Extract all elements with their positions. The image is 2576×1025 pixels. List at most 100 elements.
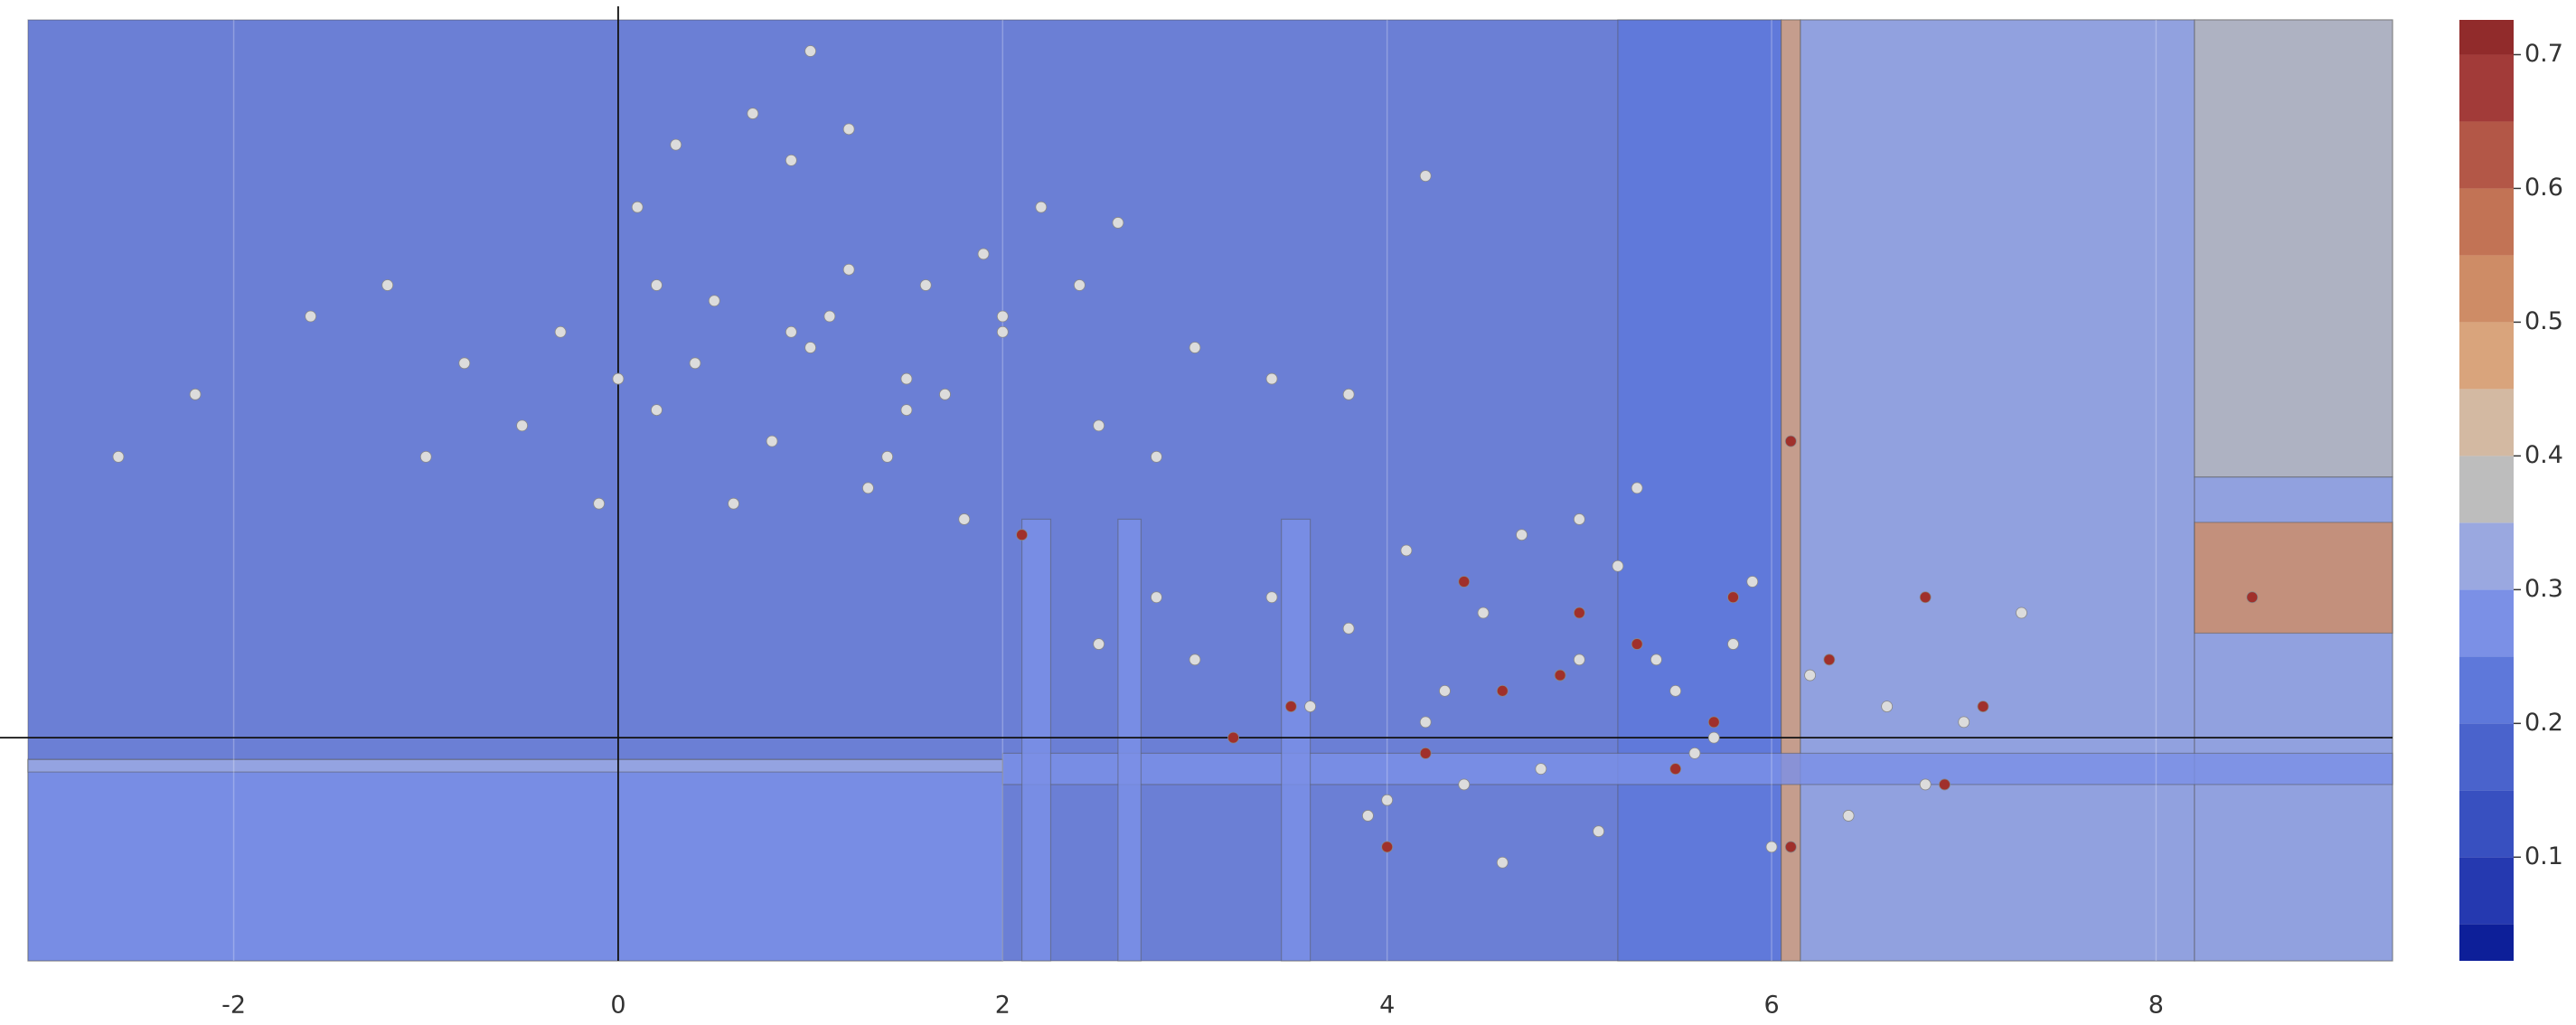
- point: [1573, 654, 1585, 666]
- point: [939, 388, 951, 400]
- x-tick-label: 2: [995, 992, 1011, 1020]
- colorbar-tick-label: 0.1: [2524, 842, 2563, 870]
- colorbar-band: [2459, 857, 2514, 925]
- point: [1746, 576, 1759, 588]
- x-tick-label: 4: [1379, 992, 1395, 1020]
- point: [1362, 810, 1374, 822]
- colorbar-band: [2459, 20, 2514, 55]
- point: [1496, 856, 1509, 869]
- point: [881, 450, 894, 463]
- point: [1265, 591, 1278, 604]
- colorbar-band: [2459, 255, 2514, 323]
- point: [1419, 716, 1432, 729]
- contour-region: [1001, 752, 2393, 785]
- point: [804, 45, 817, 57]
- point: [189, 388, 202, 400]
- point: [1189, 342, 1201, 353]
- point: [766, 435, 778, 447]
- colorbar-tick-label: 0.2: [2524, 709, 2563, 737]
- point: [1631, 638, 1643, 650]
- point: [1439, 684, 1451, 697]
- point: [1939, 778, 1951, 791]
- point: [900, 404, 913, 416]
- point: [670, 138, 682, 151]
- colorbar-band: [2459, 723, 2514, 791]
- point: [1016, 529, 1028, 541]
- point: [1707, 716, 1720, 729]
- contour-region: [2194, 522, 2393, 635]
- point: [1765, 841, 1778, 853]
- colorbar-band: [2459, 322, 2514, 390]
- point: [862, 482, 874, 494]
- point: [919, 279, 932, 291]
- point: [1919, 778, 1932, 791]
- colorbar-tick-label: 0.4: [2524, 441, 2563, 469]
- point: [1265, 372, 1278, 385]
- point: [1784, 435, 1797, 447]
- point: [1573, 513, 1585, 525]
- point: [1093, 419, 1105, 432]
- point: [958, 513, 971, 525]
- point: [728, 497, 739, 510]
- colorbar-band: [2459, 188, 2514, 256]
- point: [785, 154, 797, 166]
- point: [1035, 201, 1048, 213]
- point: [1284, 701, 1297, 713]
- point: [1400, 544, 1413, 557]
- x-tick-label: 6: [1763, 992, 1779, 1020]
- point: [1342, 388, 1355, 400]
- x-tick-label: -2: [221, 992, 246, 1020]
- point: [1093, 638, 1105, 650]
- point: [1381, 841, 1394, 853]
- point: [112, 450, 125, 463]
- contour-region: [1617, 19, 1782, 962]
- point: [1784, 841, 1797, 853]
- point: [785, 325, 797, 338]
- point: [612, 372, 625, 385]
- colorbar-tick-label: 0.5: [2524, 307, 2563, 335]
- point: [1535, 763, 1547, 776]
- colorbar-band: [2459, 456, 2514, 523]
- point: [2016, 607, 2027, 619]
- point: [516, 419, 528, 432]
- point: [1458, 778, 1471, 791]
- point: [1112, 217, 1124, 229]
- point: [1881, 701, 1894, 713]
- point: [1669, 763, 1682, 776]
- point: [689, 357, 701, 370]
- point: [1804, 669, 1816, 682]
- x-tick-label: 0: [610, 992, 625, 1020]
- point: [1304, 701, 1316, 713]
- colorbar-band: [2459, 389, 2514, 456]
- contour-region: [1800, 19, 2195, 962]
- point: [1650, 654, 1662, 666]
- point: [1612, 560, 1624, 572]
- point: [1342, 622, 1355, 635]
- colorbar-tick-label: 0.7: [2524, 40, 2563, 68]
- point: [804, 342, 817, 353]
- point: [305, 310, 317, 323]
- point: [1688, 747, 1701, 759]
- point: [996, 325, 1009, 338]
- point: [2246, 591, 2259, 604]
- point: [1189, 654, 1201, 666]
- point: [1919, 591, 1932, 604]
- point: [1977, 701, 1989, 713]
- point: [1593, 825, 1605, 838]
- point: [1073, 279, 1086, 291]
- contour-region: [2194, 19, 2393, 478]
- contour-region: [1117, 518, 1142, 962]
- point: [419, 450, 432, 463]
- contour-region: [27, 758, 1003, 962]
- point: [842, 123, 855, 136]
- point: [823, 310, 836, 323]
- point: [842, 263, 855, 276]
- point: [381, 279, 394, 291]
- point: [977, 248, 990, 260]
- colorbar-tick-label: 0.6: [2524, 174, 2563, 202]
- point: [1419, 747, 1432, 759]
- contour-region: [1020, 518, 1052, 962]
- point: [1958, 716, 1970, 729]
- point: [900, 372, 913, 385]
- point: [1151, 450, 1162, 463]
